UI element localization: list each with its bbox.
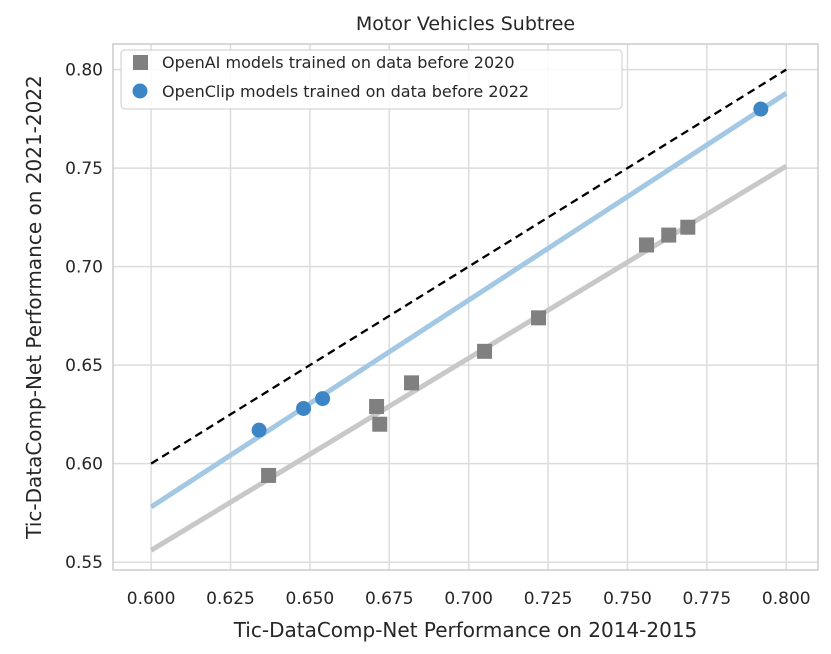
x-tick-label: 0.750: [603, 589, 652, 609]
data-point-circle: [251, 422, 267, 438]
y-tick-label: 0.65: [65, 356, 103, 376]
data-point-circle: [315, 391, 331, 407]
plot-frame: [112, 43, 819, 571]
x-tick-label: 0.625: [206, 589, 255, 609]
y-axis-label: Tic-DataComp-Net Performance on 2021-202…: [22, 75, 46, 540]
x-tick-label: 0.650: [286, 589, 335, 609]
legend-circle-marker: [132, 83, 148, 99]
data-point-square: [531, 310, 547, 326]
y-tick-label: 0.80: [65, 61, 103, 81]
data-point-square: [404, 375, 420, 391]
x-tick-label: 0.800: [762, 589, 811, 609]
data-point-circle: [753, 101, 769, 117]
data-point-square: [661, 227, 677, 243]
chart-title: Motor Vehicles Subtree: [356, 13, 575, 35]
x-tick-label: 0.725: [524, 589, 573, 609]
data-point-square: [639, 237, 655, 253]
x-tick-labels: 0.600 0.625 0.650 0.675 0.700 0.725 0.750 0.775…: [127, 589, 811, 609]
y-tick-label: 0.55: [65, 553, 103, 573]
x-axis-label: Tic-DataComp-Net Performance on 2014-201…: [233, 618, 698, 642]
fit-line-openclip: [149, 91, 788, 510]
x-tick-label: 0.675: [365, 589, 414, 609]
data-point-square: [261, 467, 277, 483]
y-tick-labels: 0.55 0.60 0.65 0.70 0.75 0.80: [65, 61, 103, 574]
data-point-square: [477, 343, 493, 359]
x-tick-label: 0.600: [127, 589, 176, 609]
data-point-square: [369, 398, 385, 414]
x-tick-label: 0.700: [444, 589, 493, 609]
legend-label-openclip: OpenClip models trained on data before 2…: [162, 82, 529, 101]
legend-label-openai: OpenAI models trained on data before 202…: [162, 53, 515, 72]
y-tick-label: 0.60: [65, 455, 103, 475]
y-tick-label: 0.75: [65, 159, 103, 179]
legend: OpenAI models trained on data before 202…: [120, 49, 623, 110]
x-tick-label: 0.775: [683, 589, 732, 609]
y-tick-label: 0.70: [65, 258, 103, 278]
reference-line: [150, 68, 787, 465]
data-point-square: [680, 219, 696, 235]
legend-box: [120, 49, 623, 110]
data-point-circle: [296, 400, 312, 416]
legend-square-marker: [133, 55, 148, 70]
data-point-square: [372, 416, 388, 432]
points: [251, 101, 769, 483]
